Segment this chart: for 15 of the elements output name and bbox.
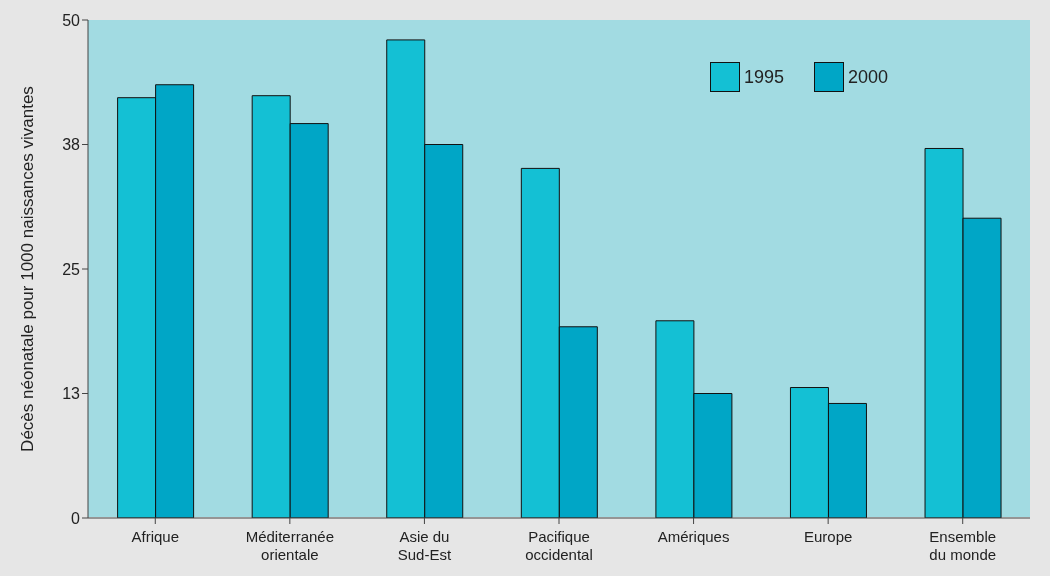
x-tick-label: Europe	[803, 528, 853, 545]
y-axis-title: Décès néonatale pour 1000 naissances vivantes	[18, 86, 38, 452]
y-tick-label: 25	[62, 260, 81, 278]
x-tick-label: Asie du Sud-Est	[397, 528, 452, 563]
x-tick-label: Pacifique occidental	[525, 528, 593, 563]
y-tick-label: 38	[62, 136, 81, 154]
x-tick-label: Amériques	[657, 528, 730, 545]
legend-label: 1995	[743, 66, 784, 88]
y-tick-label: 13	[62, 385, 81, 403]
y-tick-label: 0	[71, 509, 81, 527]
legend-label: 2000	[847, 66, 888, 88]
x-tick-label: Méditerranée orientale	[245, 528, 335, 563]
x-tick-label: Ensemble du monde	[929, 528, 997, 563]
x-tick-label: Afrique	[131, 528, 180, 545]
y-tick-label: 50	[62, 11, 81, 29]
